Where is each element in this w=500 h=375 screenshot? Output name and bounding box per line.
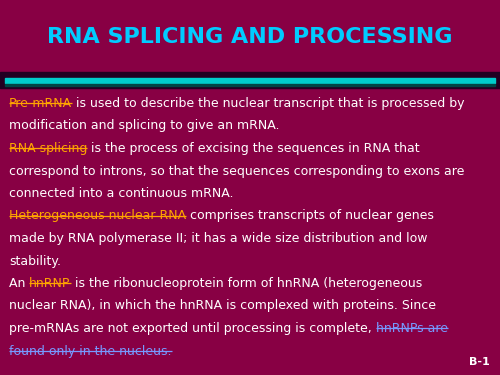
- Text: modification and splicing to give an mRNA.: modification and splicing to give an mRN…: [9, 120, 280, 132]
- Bar: [5, 78, 495, 83]
- Text: found only in the nucleus.: found only in the nucleus.: [9, 345, 172, 357]
- Text: hnRNPs are: hnRNPs are: [376, 322, 448, 335]
- Text: stability.: stability.: [9, 255, 61, 267]
- Text: hnRNP: hnRNP: [30, 277, 71, 290]
- Text: correspond to introns, so that the sequences corresponding to exons are: correspond to introns, so that the seque…: [9, 165, 464, 177]
- Text: connected into a continuous mRNA.: connected into a continuous mRNA.: [9, 187, 234, 200]
- Text: is used to describe the nuclear transcript that is processed by: is used to describe the nuclear transcri…: [72, 97, 464, 110]
- Text: comprises transcripts of nuclear genes: comprises transcripts of nuclear genes: [186, 210, 434, 222]
- Bar: [5, 84, 495, 86]
- Bar: [0, 72, 500, 88]
- Text: B-1: B-1: [469, 357, 490, 367]
- Text: RNA SPLICING AND PROCESSING: RNA SPLICING AND PROCESSING: [47, 27, 453, 47]
- Text: An: An: [9, 277, 29, 290]
- Text: Heterogeneous nuclear RNA: Heterogeneous nuclear RNA: [9, 210, 186, 222]
- Text: Pre-mRNA: Pre-mRNA: [9, 97, 72, 110]
- Text: pre-mRNAs are not exported until processing is complete,: pre-mRNAs are not exported until process…: [9, 322, 376, 335]
- Text: is the ribonucleoprotein form of hnRNA (heterogeneous: is the ribonucleoprotein form of hnRNA (…: [71, 277, 422, 290]
- Text: RNA splicing: RNA splicing: [9, 142, 88, 155]
- Text: nuclear RNA), in which the hnRNA is complexed with proteins. Since: nuclear RNA), in which the hnRNA is comp…: [9, 300, 436, 312]
- Text: is the process of excising the sequences in RNA that: is the process of excising the sequences…: [88, 142, 420, 155]
- Text: made by RNA polymerase II; it has a wide size distribution and low: made by RNA polymerase II; it has a wide…: [9, 232, 428, 245]
